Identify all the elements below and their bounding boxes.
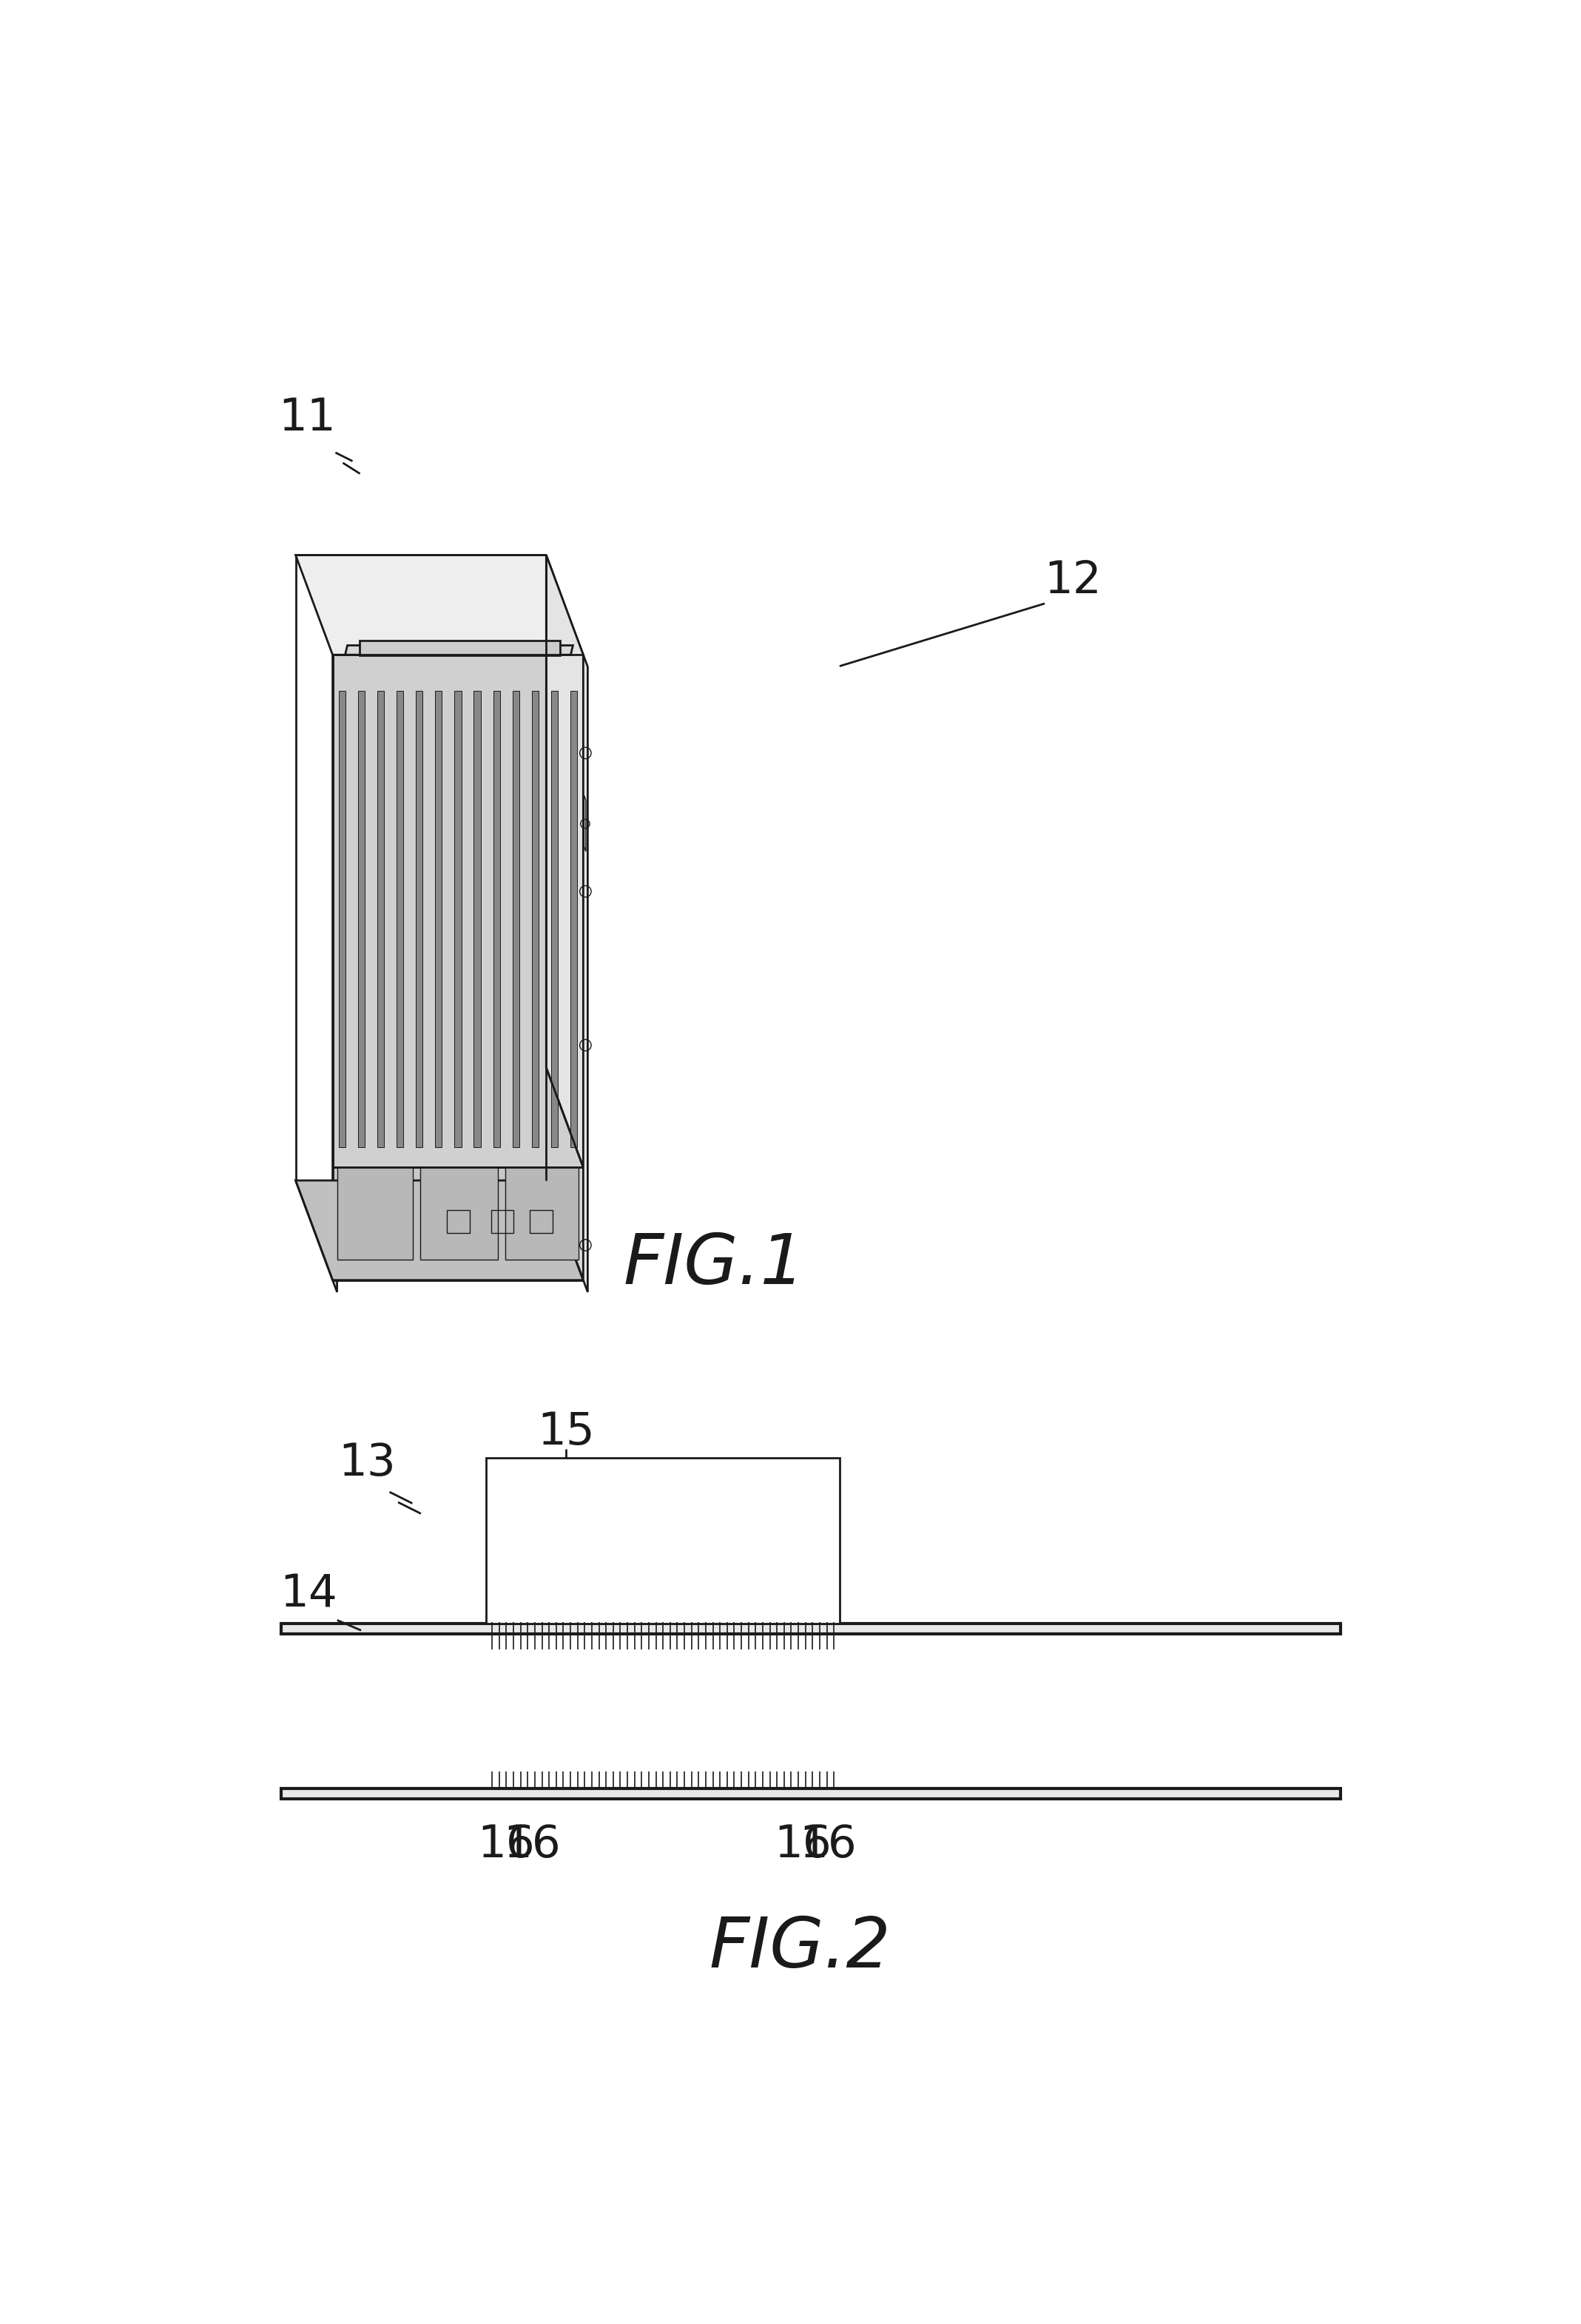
Polygon shape: [506, 1167, 579, 1260]
Polygon shape: [512, 690, 519, 1146]
Polygon shape: [332, 1167, 583, 1281]
Polygon shape: [455, 690, 462, 1146]
Polygon shape: [545, 1067, 583, 1281]
Polygon shape: [378, 690, 384, 1146]
Bar: [492, 1211, 514, 1234]
Polygon shape: [281, 1789, 1341, 1799]
Polygon shape: [550, 690, 558, 1146]
Text: 16: 16: [773, 1824, 832, 1866]
Polygon shape: [531, 690, 539, 1146]
Polygon shape: [416, 690, 422, 1146]
Polygon shape: [571, 690, 577, 1146]
Polygon shape: [583, 795, 587, 851]
Text: 16: 16: [800, 1824, 857, 1866]
Polygon shape: [397, 690, 403, 1146]
Polygon shape: [545, 555, 583, 1167]
Text: 12: 12: [1045, 558, 1102, 602]
Polygon shape: [493, 690, 500, 1146]
Polygon shape: [281, 1624, 1341, 1634]
Text: 13: 13: [338, 1441, 395, 1485]
Polygon shape: [487, 1457, 840, 1624]
Bar: [447, 1211, 470, 1234]
Polygon shape: [296, 1181, 583, 1281]
Polygon shape: [345, 646, 572, 655]
Text: 14: 14: [280, 1573, 337, 1615]
Text: 16: 16: [477, 1824, 534, 1866]
Polygon shape: [338, 1167, 413, 1260]
Polygon shape: [474, 690, 481, 1146]
Polygon shape: [359, 690, 365, 1146]
Polygon shape: [296, 555, 583, 655]
Bar: [530, 1211, 552, 1234]
Polygon shape: [360, 639, 560, 655]
Polygon shape: [421, 1167, 498, 1260]
Polygon shape: [332, 655, 337, 1292]
Text: FIG.2: FIG.2: [708, 1915, 890, 1982]
Text: 11: 11: [278, 397, 335, 439]
Polygon shape: [338, 690, 346, 1146]
Polygon shape: [435, 690, 443, 1146]
Text: 15: 15: [538, 1411, 594, 1455]
Polygon shape: [332, 655, 583, 1167]
Text: FIG.1: FIG.1: [623, 1229, 805, 1297]
Text: 16: 16: [503, 1824, 561, 1866]
Polygon shape: [583, 655, 588, 1292]
